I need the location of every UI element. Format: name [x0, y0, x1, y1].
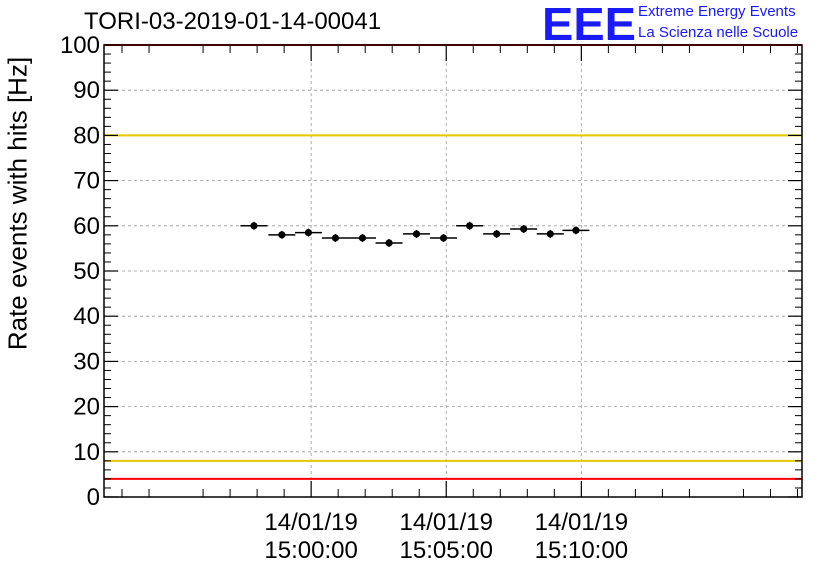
- y-tick-label: 100: [60, 32, 100, 59]
- y-tick-label: 0: [87, 484, 100, 511]
- svg-text:EEE: EEE: [542, 2, 636, 44]
- x-tick-time-label: 15:10:00: [535, 537, 628, 564]
- data-point: [510, 224, 538, 233]
- logo-line-1: Extreme Energy Events: [638, 3, 796, 20]
- grid: [104, 45, 802, 497]
- x-tick-time-label: 15:05:00: [400, 537, 493, 564]
- marker: [331, 234, 340, 242]
- data-point: [321, 234, 349, 243]
- logo-line-2: La Scienza nelle Scuole: [638, 24, 799, 41]
- marker: [546, 230, 554, 238]
- y-tick-label: 50: [73, 258, 100, 285]
- x-tick-date-label: 14/01/19: [264, 509, 357, 536]
- y-tick-label: 30: [73, 348, 100, 375]
- data-point: [430, 234, 458, 243]
- marker: [493, 230, 501, 238]
- data-point: [268, 230, 296, 239]
- x-tick-date-label: 14/01/19: [400, 509, 493, 536]
- y-tick-label: 40: [73, 303, 100, 330]
- data-point: [348, 234, 376, 243]
- marker: [412, 230, 421, 238]
- y-tick-label: 60: [73, 213, 100, 240]
- marker: [520, 225, 528, 233]
- data-points: [240, 221, 590, 247]
- y-tick-label: 70: [73, 168, 100, 195]
- marker: [439, 234, 448, 242]
- x-tick-time-label: 15:00:00: [264, 537, 357, 564]
- data-point: [456, 221, 484, 230]
- data-point: [536, 229, 564, 238]
- marker: [572, 226, 580, 234]
- data-point: [294, 228, 322, 237]
- marker: [385, 239, 393, 247]
- axis-ticks: [104, 44, 802, 498]
- y-tick-label: 20: [73, 394, 100, 421]
- x-tick-date-label: 14/01/19: [535, 509, 628, 536]
- marker: [250, 222, 258, 230]
- data-point: [403, 229, 431, 238]
- eee-logo-icon: EEE: [542, 2, 636, 44]
- y-tick-label: 10: [73, 439, 100, 466]
- data-point: [240, 221, 268, 230]
- marker: [278, 231, 286, 239]
- marker: [358, 234, 367, 242]
- y-tick-label: 80: [73, 122, 100, 149]
- y-tick-label: 90: [73, 77, 100, 104]
- chart-title: TORI-03-2019-01-14-00041: [84, 8, 382, 35]
- marker: [466, 222, 474, 230]
- reference-lines: [104, 44, 802, 480]
- data-point: [375, 238, 403, 247]
- data-point: [562, 226, 590, 235]
- tick-labels: 010203040506070809010014/01/1915:00:0014…: [60, 32, 628, 564]
- marker: [304, 228, 313, 237]
- data-point: [483, 229, 511, 238]
